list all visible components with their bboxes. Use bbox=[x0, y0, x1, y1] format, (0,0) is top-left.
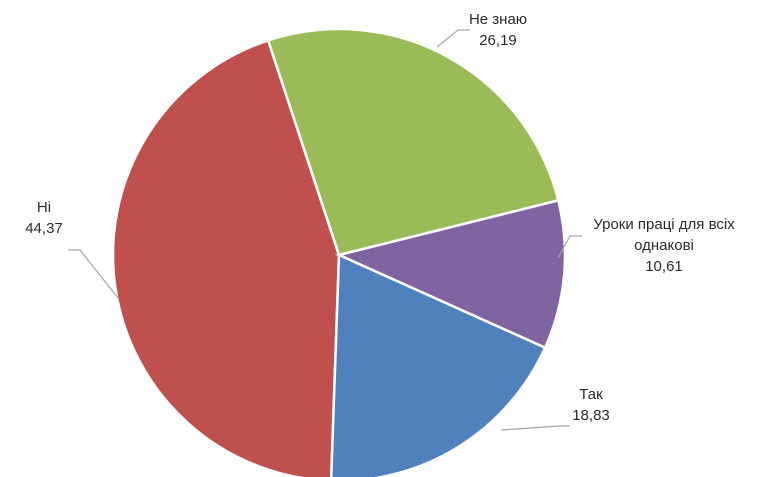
data-labels: Ні 44,37 Не знаю 26,19 Уроки праці для всіх о… bbox=[25, 11, 735, 424]
data-label-2: Не знаю 26,19 bbox=[469, 11, 527, 49]
pie-slice-2 bbox=[266, 27, 560, 257]
data-label-4: Так 18,83 bbox=[572, 386, 610, 424]
data-label-category: Уроки праці для всіх bbox=[593, 216, 735, 233]
leader-line-2 bbox=[436, 29, 470, 48]
data-label-3: Уроки праці для всіх однакові 10,61 bbox=[593, 216, 735, 275]
data-label-value: 18,83 bbox=[572, 407, 610, 424]
leader-line-3 bbox=[557, 235, 582, 259]
data-label-category: Так bbox=[579, 386, 603, 403]
pie-slice-3 bbox=[335, 198, 567, 350]
data-label-category: однакові bbox=[634, 237, 694, 254]
data-label-value: 44,37 bbox=[25, 220, 63, 237]
data-label-category: Ні bbox=[37, 199, 51, 216]
leader-line-1 bbox=[68, 249, 119, 299]
data-label-value: 26,19 bbox=[479, 32, 517, 49]
data-label-category: Не знаю bbox=[469, 11, 527, 28]
leader-lines bbox=[68, 29, 582, 431]
data-label-1: Ні 44,37 bbox=[25, 199, 63, 237]
pie-slice-1 bbox=[111, 38, 341, 477]
pie-slices bbox=[111, 27, 567, 477]
data-label-value: 10,61 bbox=[645, 258, 683, 275]
pie-slice-4 bbox=[329, 253, 547, 477]
leader-line-4 bbox=[500, 425, 570, 431]
